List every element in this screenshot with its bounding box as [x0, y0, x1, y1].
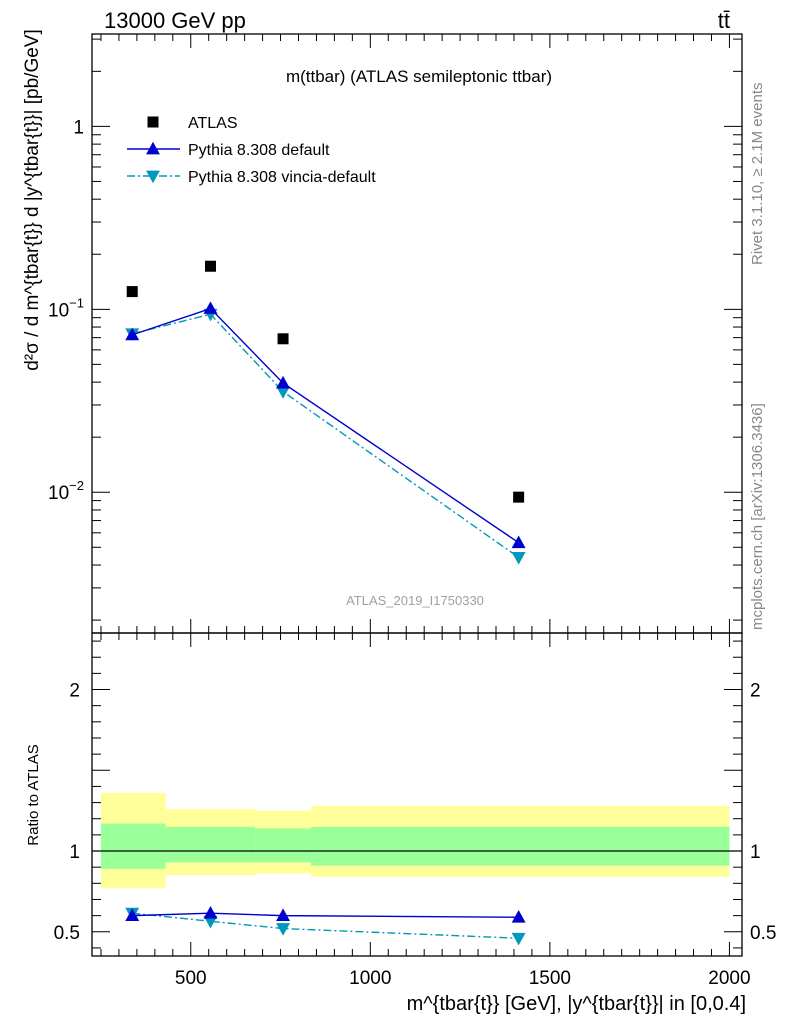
ratio-vincia-point [203, 915, 218, 929]
inner-band-3 [311, 826, 730, 866]
legend-label-2: Pythia 8.308 vincia-default [188, 169, 376, 186]
ratio-y-tick-label-right: 0.5 [750, 923, 776, 944]
pythia-default-line [131, 307, 520, 544]
x-tick-label: 1000 [349, 968, 391, 989]
energy-label: 13000 GeV pp [104, 8, 246, 33]
atlas-point [513, 491, 525, 503]
ratio-pythia-default-point [203, 906, 218, 919]
x-tick-label: 2000 [708, 968, 750, 989]
plot-title: m(ttbar) (ATLAS semileptonic ttbar) [286, 67, 552, 86]
ratio-y-tick-label: 2 [69, 681, 80, 702]
ratio-y-axis-label: Ratio to ATLAS [25, 744, 42, 845]
pythia-default-point [203, 301, 218, 314]
vincia-point [276, 386, 291, 399]
inner-band-0 [100, 823, 166, 869]
ratio-panel: 500 1000 1500 2000 0.5 0.5 1 1 2 2 [54, 632, 776, 989]
rivet-label: Rivet 3.1.10, ≥ 2.1M events [749, 83, 766, 266]
x-axis-label: m^{tbar{t}} [GeV], |y^{tbar{t}}| in [0,0… [407, 993, 746, 1015]
analysis-label: ATLAS_2019_I1750330 [346, 593, 484, 608]
legend-marker-1 [146, 141, 160, 155]
ratio-vincia-line [132, 912, 519, 939]
ratio-pythia-default-line [132, 912, 519, 918]
ratio-vincia-point [276, 923, 291, 936]
pythia-default-point [125, 327, 140, 341]
legend-marker-0 [147, 116, 159, 128]
main-y-tick-label: 1 [73, 117, 84, 138]
ratio-frame [91, 632, 743, 957]
ratio-y-tick-label-right: 1 [750, 842, 761, 863]
mcplots-label: mcplots.cern.ch [arXiv:1306.3436] [749, 403, 766, 630]
ratio-pythia-default-point [125, 908, 140, 922]
main-y-tick-label: 10−1 [48, 295, 84, 321]
main-panel: 10−2 10−1 1 [48, 33, 743, 634]
atlas-point [126, 286, 138, 298]
pythia-default-point [511, 535, 526, 549]
atlas-point [277, 333, 289, 345]
vincia-point [511, 552, 526, 565]
main-y-axis-label: d²σ / d m^{tbar{t}} d |y^{tbar{t}}| [pb/… [22, 29, 43, 371]
legend: ATLAS Pythia 8.308 default Pythia 8.308 vi… [127, 115, 376, 186]
inner-band-1 [165, 826, 256, 863]
legend-label-1: Pythia 8.308 default [188, 142, 330, 159]
vincia-line [132, 313, 520, 559]
ratio-pythia-default-point [511, 910, 526, 923]
x-tick-label: 500 [175, 968, 207, 989]
legend-label-0: ATLAS [188, 115, 238, 132]
inner-band-2 [255, 828, 312, 863]
process-label: tt̄ [718, 8, 730, 33]
ratio-y-tick-label: 0.5 [54, 923, 80, 944]
atlas-point [205, 260, 217, 272]
x-tick-label: 1500 [529, 968, 571, 989]
ratio-y-tick-label-right: 2 [750, 681, 761, 702]
ratio-vincia-point [511, 932, 526, 946]
main-y-tick-label: 10−2 [48, 478, 84, 504]
pythia-default-point [276, 375, 291, 389]
ratio-pythia-default-point [276, 908, 291, 922]
legend-marker-2 [146, 170, 160, 184]
ratio-y-tick-label: 1 [69, 842, 80, 863]
